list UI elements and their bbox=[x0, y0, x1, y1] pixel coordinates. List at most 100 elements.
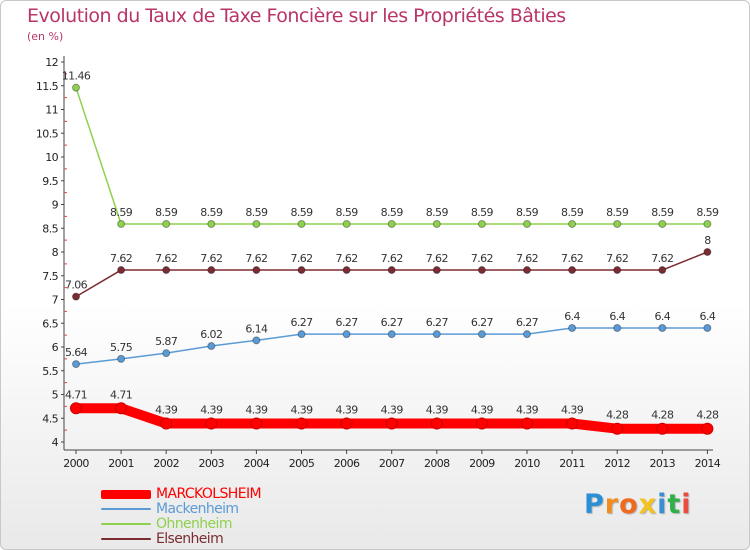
data-point bbox=[297, 219, 306, 228]
y-tick-label: 5 bbox=[52, 389, 59, 402]
data-label: 4.39 bbox=[245, 403, 268, 416]
data-label: 8.59 bbox=[471, 206, 494, 219]
legend-swatch bbox=[101, 538, 151, 540]
y-tick-label: 6.5 bbox=[42, 317, 58, 330]
data-label: 7.62 bbox=[290, 252, 312, 265]
data-label: 8.59 bbox=[696, 206, 719, 219]
data-label: 5.64 bbox=[65, 346, 88, 359]
x-tick-label: 2007 bbox=[379, 457, 405, 470]
data-label: 7.62 bbox=[155, 252, 177, 265]
data-label: 4.39 bbox=[200, 403, 223, 416]
data-label: 6.14 bbox=[245, 322, 268, 335]
data-point bbox=[566, 417, 579, 430]
y-tick-label: 4.5 bbox=[42, 412, 58, 425]
data-point bbox=[342, 219, 351, 228]
data-label: 8.59 bbox=[381, 206, 404, 219]
data-label: 4.39 bbox=[471, 403, 494, 416]
data-label: 4.28 bbox=[651, 409, 674, 422]
x-tick-label: 2012 bbox=[604, 457, 630, 470]
data-point bbox=[568, 266, 577, 275]
data-point bbox=[342, 330, 351, 339]
chart-subtitle: (en %) bbox=[27, 30, 64, 43]
data-label: 7.62 bbox=[381, 252, 403, 265]
data-point bbox=[387, 219, 396, 228]
data-point bbox=[701, 422, 714, 435]
x-tick-label: 2010 bbox=[514, 457, 540, 470]
data-point bbox=[162, 349, 171, 358]
data-point bbox=[658, 266, 667, 275]
data-label: 8.59 bbox=[336, 206, 359, 219]
legend-swatch bbox=[101, 523, 151, 525]
x-tick-label: 2014 bbox=[695, 457, 721, 470]
data-point bbox=[250, 417, 263, 430]
data-point bbox=[117, 266, 126, 275]
logo-letter: x bbox=[638, 489, 658, 520]
y-tick-label: 5.5 bbox=[42, 365, 58, 378]
data-point bbox=[613, 219, 622, 228]
data-point bbox=[611, 422, 624, 435]
x-tick-label: 2009 bbox=[469, 457, 495, 470]
data-label: 6.27 bbox=[381, 316, 404, 329]
data-label: 8.59 bbox=[155, 206, 178, 219]
data-point bbox=[703, 248, 712, 256]
data-point bbox=[205, 417, 218, 430]
data-point bbox=[72, 360, 80, 369]
data-label: 6.27 bbox=[426, 316, 449, 329]
x-tick-label: 2011 bbox=[559, 457, 585, 470]
data-label: 6.27 bbox=[516, 316, 539, 329]
data-point bbox=[613, 324, 622, 332]
x-tick-label: 2006 bbox=[334, 457, 360, 470]
data-label: 8.59 bbox=[561, 206, 584, 219]
logo-letter: P bbox=[584, 489, 605, 520]
data-label: 7.62 bbox=[336, 252, 358, 265]
data-point bbox=[252, 336, 261, 345]
logo-letter: o bbox=[619, 489, 639, 520]
data-point bbox=[658, 324, 667, 332]
data-point bbox=[568, 219, 577, 228]
data-point bbox=[252, 266, 261, 275]
data-label: 8.59 bbox=[200, 206, 223, 219]
data-label: 4.39 bbox=[426, 403, 449, 416]
data-point bbox=[297, 330, 306, 339]
y-tick-label: 7 bbox=[52, 294, 59, 307]
data-label: 7.62 bbox=[471, 252, 493, 265]
data-point bbox=[613, 266, 622, 275]
data-point bbox=[162, 219, 171, 228]
data-label: 8.59 bbox=[290, 206, 313, 219]
data-point bbox=[568, 324, 577, 332]
data-label: 5.75 bbox=[110, 341, 133, 354]
legend-swatch bbox=[101, 508, 151, 510]
data-point bbox=[72, 292, 80, 301]
data-label: 8.59 bbox=[651, 206, 674, 219]
data-point bbox=[252, 219, 261, 228]
data-label: 6.4 bbox=[700, 310, 716, 323]
data-label: 4.39 bbox=[381, 403, 404, 416]
data-label: 4.28 bbox=[696, 409, 719, 422]
data-label: 4.39 bbox=[290, 403, 313, 416]
y-tick-label: 8.5 bbox=[42, 222, 58, 235]
data-label: 8.59 bbox=[606, 206, 629, 219]
y-tick-label: 8 bbox=[52, 246, 59, 259]
data-point bbox=[342, 266, 351, 275]
data-label: 7.62 bbox=[561, 252, 583, 265]
logo-letter: t bbox=[667, 489, 682, 520]
data-label: 6.27 bbox=[290, 316, 313, 329]
y-tick-label: 4 bbox=[52, 436, 59, 449]
data-point bbox=[297, 266, 306, 275]
data-point bbox=[117, 354, 126, 363]
chart-title: Evolution du Taux de Taxe Foncière sur l… bbox=[27, 5, 566, 27]
legend-swatch bbox=[101, 489, 151, 499]
y-tick-label: 11 bbox=[45, 104, 58, 117]
data-point bbox=[117, 219, 126, 228]
data-point bbox=[477, 219, 486, 228]
data-point bbox=[477, 330, 486, 339]
data-label: 8 bbox=[704, 234, 711, 247]
legend-label: Elsenheim bbox=[156, 531, 224, 547]
y-tick-label: 7.5 bbox=[42, 270, 58, 283]
data-point bbox=[703, 219, 712, 228]
legend-label: Ohnenheim bbox=[156, 516, 232, 532]
data-label: 4.71 bbox=[65, 388, 87, 401]
data-label: 8.59 bbox=[245, 206, 268, 219]
y-tick-label: 10.5 bbox=[36, 127, 59, 140]
